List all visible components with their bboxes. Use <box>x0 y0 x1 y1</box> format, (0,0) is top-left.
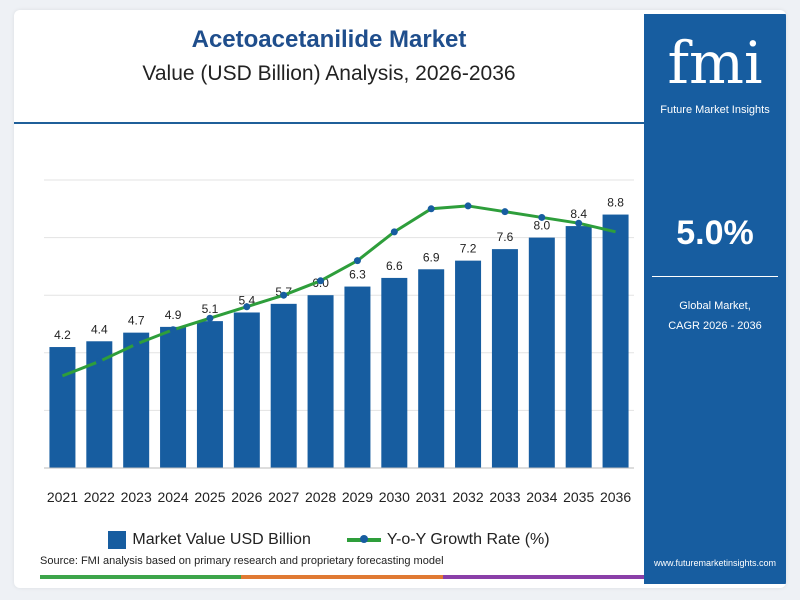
x-tick-label: 2035 <box>563 489 594 505</box>
chart-legend: Market Value USD Billion Y-o-Y Growth Ra… <box>14 528 644 552</box>
legend-line-label: Y-o-Y Growth Rate (%) <box>386 531 550 548</box>
x-tick-label: 2036 <box>600 489 631 505</box>
title-divider <box>14 122 644 124</box>
x-tick-label: 2023 <box>121 489 152 505</box>
bar-value-label: 7.6 <box>497 230 514 244</box>
growth-rate-point <box>243 303 251 311</box>
bar <box>123 332 150 468</box>
cagr-label: Global Market, CAGR 2026 - 2036 <box>644 296 786 336</box>
bar <box>196 321 223 468</box>
logo-tagline: Future Market Insights <box>660 104 770 116</box>
bar <box>418 269 445 468</box>
bar-value-label: 4.7 <box>128 314 145 328</box>
x-tick-label: 2021 <box>47 489 78 505</box>
growth-rate-point <box>280 291 288 299</box>
growth-rate-point <box>538 213 546 221</box>
website-link[interactable]: www.futuremarketinsights.com <box>653 558 777 568</box>
x-tick-label: 2024 <box>157 489 188 505</box>
x-tick-label: 2030 <box>379 489 410 505</box>
legend-item-market-value: Market Value USD Billion <box>108 531 311 549</box>
infographic-card: Acetoacetanilide Market Value (USD Billi… <box>14 10 786 588</box>
growth-rate-line <box>61 204 616 378</box>
bar <box>307 295 334 468</box>
growth-rate-point <box>501 208 509 216</box>
bar <box>233 312 260 468</box>
sidebar-divider <box>652 276 778 277</box>
growth-rate-point <box>95 357 103 365</box>
bar <box>602 214 629 468</box>
bar-value-label: 7.2 <box>460 242 477 256</box>
growth-rate-point <box>464 202 472 210</box>
bar <box>455 260 482 468</box>
bar <box>270 303 297 468</box>
cagr-label-line2: CAGR 2026 - 2036 <box>668 320 762 332</box>
x-tick-label: 2027 <box>268 489 299 505</box>
x-tick-label: 2031 <box>416 489 447 505</box>
growth-rate-point <box>353 257 361 265</box>
bar <box>565 226 592 468</box>
bar-value-label: 4.9 <box>165 308 182 322</box>
growth-rate-point <box>575 219 583 227</box>
bottom-accent-bar <box>40 575 644 579</box>
bar <box>160 326 187 468</box>
bar-value-label: 8.4 <box>570 207 587 221</box>
accent-purple <box>442 575 644 579</box>
bar-value-label: 4.2 <box>54 328 71 342</box>
fmi-logo: fmi <box>667 29 763 97</box>
bar-value-label: 8.8 <box>607 196 624 210</box>
growth-rate-point <box>132 340 140 348</box>
x-tick-label: 2032 <box>452 489 483 505</box>
bar-value-label: 8.0 <box>533 219 550 233</box>
legend-line-swatch <box>346 535 381 543</box>
bar <box>528 237 555 468</box>
bar <box>381 277 408 468</box>
chart-subtitle: Value (USD Billion) Analysis, 2026-2036 <box>142 62 516 85</box>
cagr-value: 5.0% <box>676 214 754 252</box>
chart-plot: 4.220214.420224.720234.920245.120255.420… <box>44 179 634 505</box>
sidebar-panel: fmi Future Market Insights 5.0% Global M… <box>644 14 786 584</box>
bar-value-label: 6.3 <box>349 268 366 282</box>
x-tick-label: 2025 <box>194 489 225 505</box>
accent-orange <box>241 575 443 579</box>
growth-rate-point <box>390 228 398 236</box>
source-note: Source: FMI analysis based on primary re… <box>40 555 444 567</box>
growth-rate-point <box>206 314 214 322</box>
x-tick-label: 2022 <box>84 489 115 505</box>
cagr-label-line1: Global Market, <box>679 300 751 312</box>
bar <box>491 249 518 468</box>
growth-rate-point <box>169 326 177 334</box>
legend-bar-swatch <box>108 531 127 549</box>
bar-value-label: 5.1 <box>202 302 219 316</box>
growth-rate-point <box>427 205 435 213</box>
chart-title: Acetoacetanilide Market <box>191 26 467 53</box>
bar <box>344 286 371 468</box>
growth-rate-point <box>317 277 325 285</box>
legend-bar-label: Market Value USD Billion <box>132 531 311 548</box>
bar-value-label: 6.6 <box>386 259 403 273</box>
x-tick-label: 2028 <box>305 489 336 505</box>
accent-green <box>40 575 242 579</box>
x-tick-label: 2029 <box>342 489 373 505</box>
legend-item-growth-rate: Y-o-Y Growth Rate (%) <box>346 531 550 549</box>
x-tick-label: 2026 <box>231 489 262 505</box>
bar-value-label: 6.9 <box>423 250 440 264</box>
x-tick-label: 2034 <box>526 489 557 505</box>
bar-value-label: 4.4 <box>91 322 108 336</box>
bar <box>49 347 76 468</box>
x-tick-label: 2033 <box>489 489 520 505</box>
